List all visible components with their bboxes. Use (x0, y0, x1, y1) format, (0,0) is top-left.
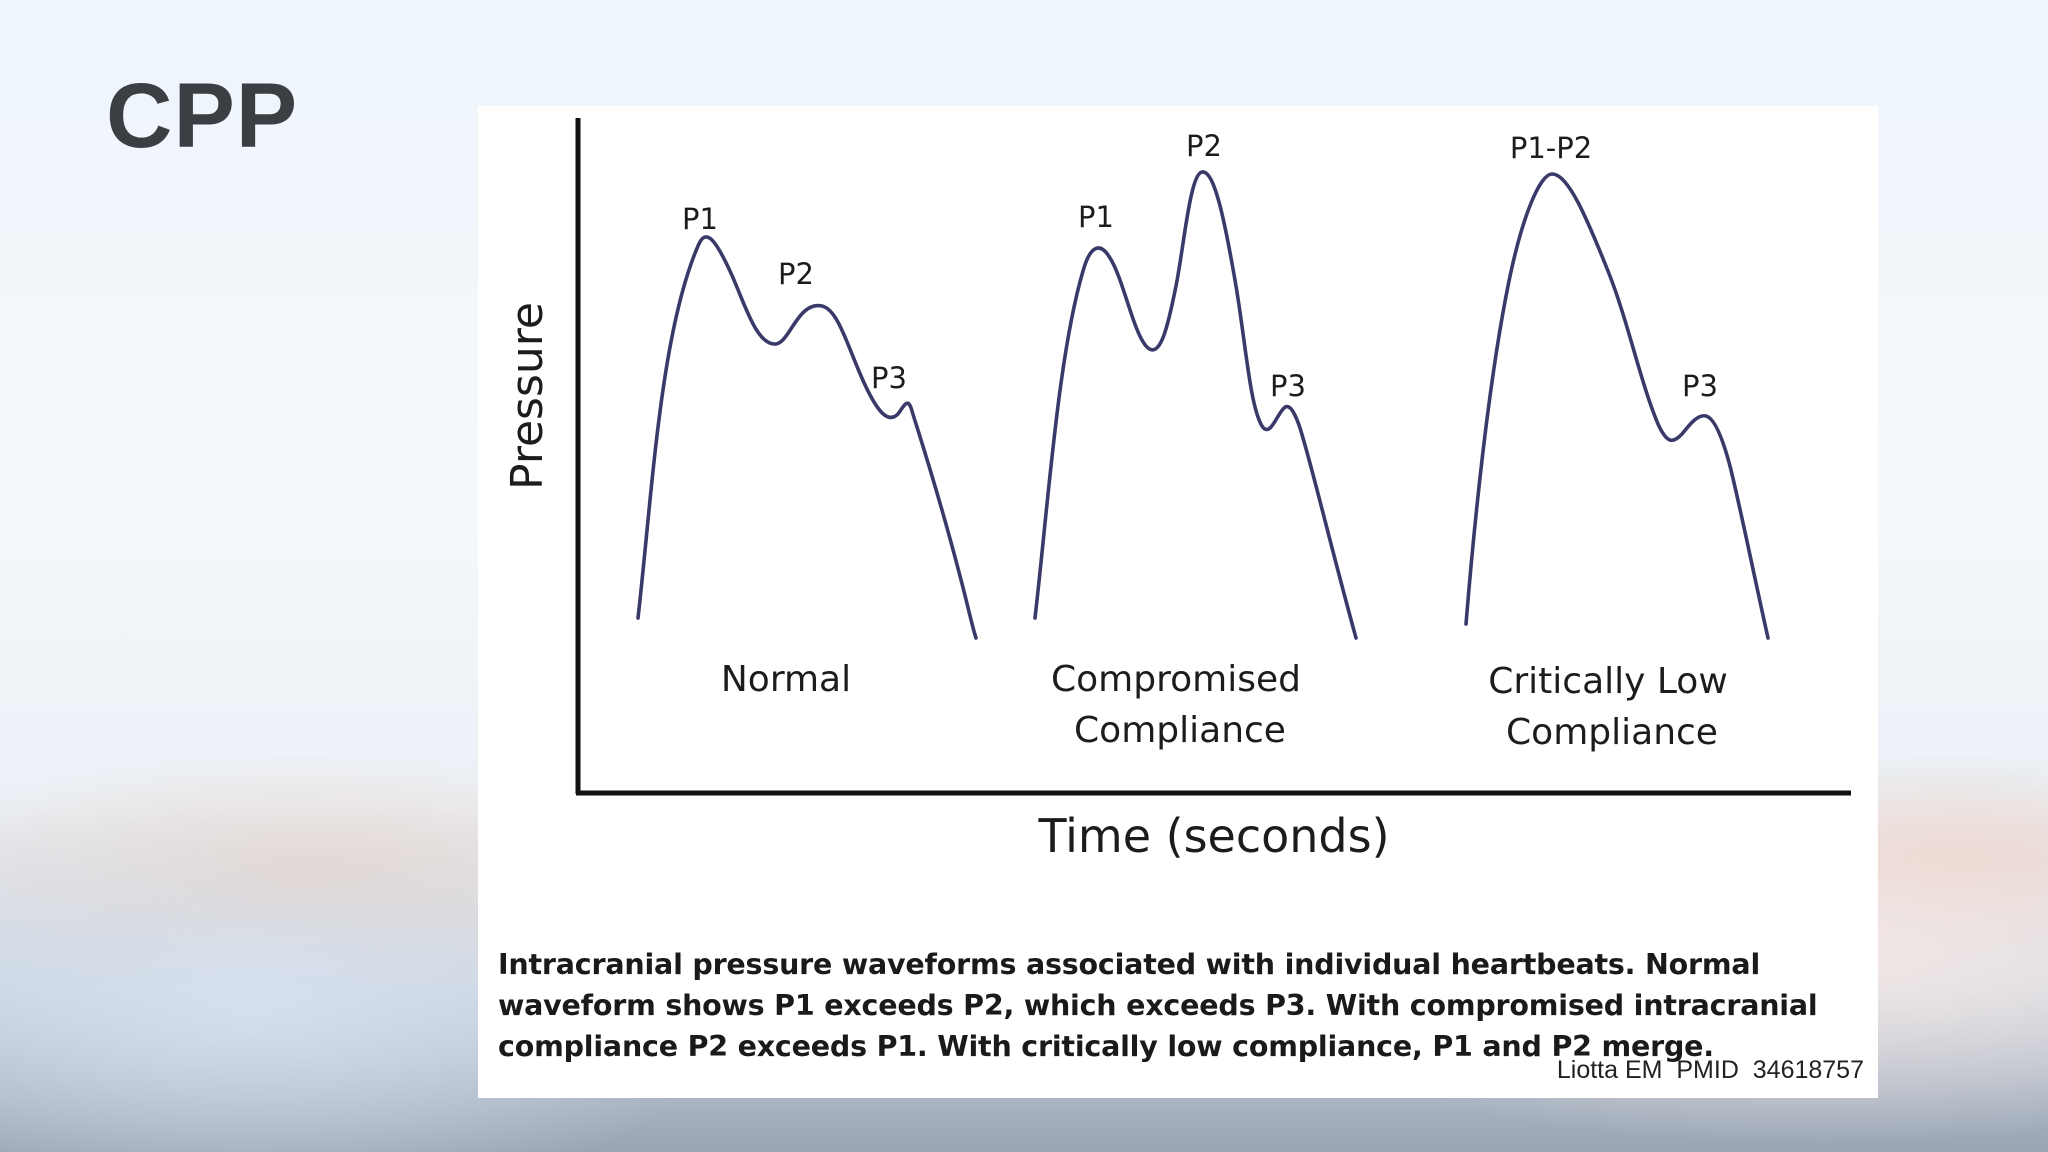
waveform-diagram: Pressure Time (seconds) P1 P2 P3 Normal … (502, 118, 1851, 863)
waveform-label-critically-low-line1: Critically Low (1488, 661, 1728, 702)
waveform-label-critically-low-line2: Compliance (1506, 712, 1718, 753)
waveform-label-normal-line1: Normal (721, 659, 851, 700)
peak-label-compromised-p3: P3 (1270, 369, 1306, 403)
peak-label-critically-low-p3: P3 (1682, 369, 1718, 403)
slide-title: CPP (106, 65, 299, 167)
waveform-curve-compromised (1033, 170, 1358, 640)
figure-card: Pressure Time (seconds) P1 P2 P3 Normal … (478, 106, 1878, 1098)
waveform-curve-normal (636, 235, 978, 640)
waveform-curve-critically-low (1464, 172, 1770, 640)
peak-label-normal-p1: P1 (682, 202, 718, 236)
x-axis-label: Time (seconds) (1037, 809, 1389, 863)
waveform-critically-low: P1-P2 P3 Critically Low Compliance (1464, 131, 1770, 753)
waveform-compromised: P1 P2 P3 Compromised Compliance (1033, 129, 1358, 751)
waveform-label-compromised-line2: Compliance (1074, 710, 1286, 751)
peak-label-normal-p3: P3 (871, 361, 907, 395)
peak-label-critically-low-p1p2: P1-P2 (1510, 131, 1592, 165)
figure-citation: Liotta EM PMID 34618757 (1556, 1056, 1864, 1084)
peak-label-compromised-p1: P1 (1078, 200, 1114, 234)
peak-label-normal-p2: P2 (778, 257, 814, 291)
y-axis-label: Pressure (502, 302, 553, 490)
figure-caption: Intracranial pressure waveforms associat… (498, 948, 1818, 1063)
waveform-label-compromised-line1: Compromised (1051, 659, 1301, 700)
waveform-normal: P1 P2 P3 Normal (636, 202, 978, 700)
peak-label-compromised-p2: P2 (1186, 129, 1222, 163)
